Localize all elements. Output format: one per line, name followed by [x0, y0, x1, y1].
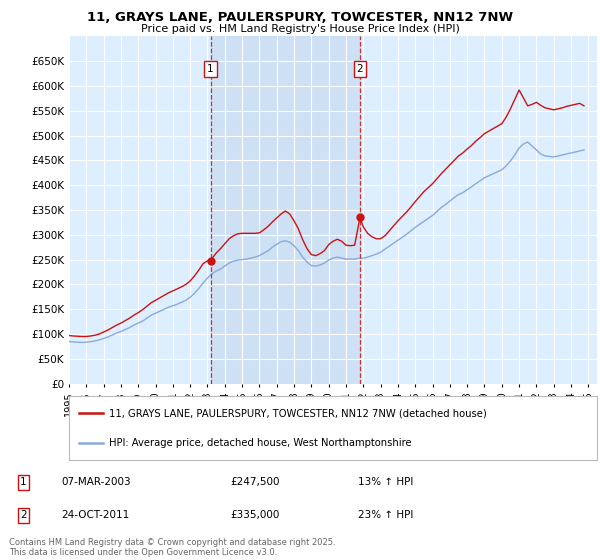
Text: 2: 2 — [356, 64, 364, 74]
Text: Contains HM Land Registry data © Crown copyright and database right 2025.
This d: Contains HM Land Registry data © Crown c… — [9, 538, 335, 557]
Text: 07-MAR-2003: 07-MAR-2003 — [61, 478, 131, 487]
Text: 24-OCT-2011: 24-OCT-2011 — [61, 511, 130, 520]
Bar — [211, 36, 360, 384]
Text: £335,000: £335,000 — [230, 511, 280, 520]
Text: Price paid vs. HM Land Registry's House Price Index (HPI): Price paid vs. HM Land Registry's House … — [140, 24, 460, 34]
Text: 1: 1 — [20, 478, 27, 487]
Text: 11, GRAYS LANE, PAULERSPURY, TOWCESTER, NN12 7NW (detached house): 11, GRAYS LANE, PAULERSPURY, TOWCESTER, … — [109, 408, 487, 418]
Text: 13% ↑ HPI: 13% ↑ HPI — [358, 478, 413, 487]
Text: £247,500: £247,500 — [230, 478, 280, 487]
Text: 11, GRAYS LANE, PAULERSPURY, TOWCESTER, NN12 7NW: 11, GRAYS LANE, PAULERSPURY, TOWCESTER, … — [87, 11, 513, 24]
Text: 2: 2 — [20, 511, 27, 520]
Text: 1: 1 — [207, 64, 214, 74]
Text: 23% ↑ HPI: 23% ↑ HPI — [358, 511, 413, 520]
Text: HPI: Average price, detached house, West Northamptonshire: HPI: Average price, detached house, West… — [109, 438, 411, 448]
